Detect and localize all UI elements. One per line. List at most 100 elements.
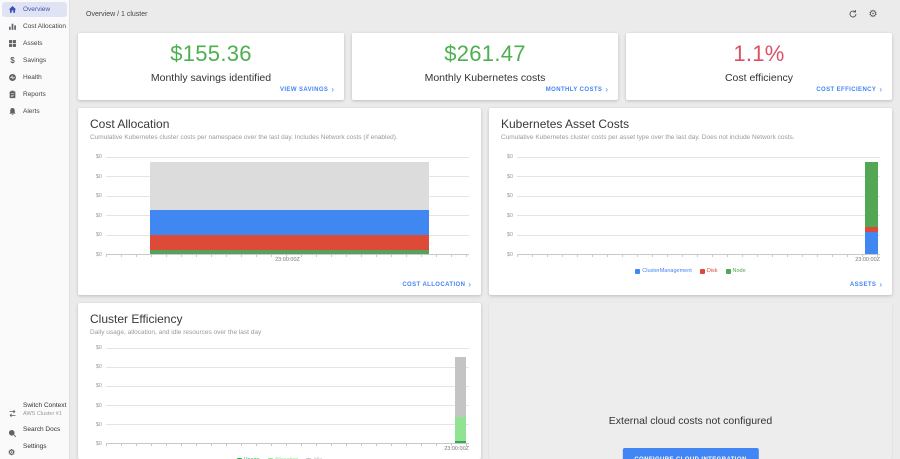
sidebar-item-cost-allocation[interactable]: Cost Allocation xyxy=(2,19,67,34)
external-cloud-panel: External cloud costs not configured CONF… xyxy=(489,303,892,459)
bar-segment-namespace-red xyxy=(149,234,430,251)
legend-swatch xyxy=(725,268,731,274)
sidebar-item-label: Overview xyxy=(23,6,51,13)
savings-label: Monthly savings identified xyxy=(150,72,272,84)
bar-segment-Disk xyxy=(865,226,878,232)
bar-segment-Idle xyxy=(455,357,466,417)
legend-item-Allocation: Allocation xyxy=(267,457,298,459)
cost-allocation-panel: Cost Allocation Cumulative Kubernetes cl… xyxy=(78,108,481,295)
panel-title: Cluster Efficiency xyxy=(90,312,183,326)
monthly-costs-link[interactable]: MONTHLY COSTS › xyxy=(545,85,608,94)
savings-value: $155.36 xyxy=(170,41,252,66)
metric-row: $155.36 Monthly savings identified VIEW … xyxy=(78,33,892,100)
plot-area: 23:00:00Z xyxy=(106,348,469,452)
asset-costs-panel: Kubernetes Asset Costs Cumulative Kubern… xyxy=(489,108,892,295)
sidebar-item-health[interactable]: Health xyxy=(2,70,67,85)
bar-segment-Usage xyxy=(455,440,466,443)
sidebar-item-label: Reports xyxy=(23,91,46,98)
breadcrumb: Overview / 1 cluster xyxy=(86,10,148,18)
switch-context-label: Switch Context xyxy=(23,402,67,409)
bar-chart-icon xyxy=(8,22,17,31)
bar-segment-ClusterManagement xyxy=(865,231,878,254)
bar-segment-namespace-gray xyxy=(149,161,430,211)
sidebar-item-label: Cost Allocation xyxy=(23,23,66,30)
view-savings-link[interactable]: VIEW SAVINGS › xyxy=(279,85,334,94)
assets-link[interactable]: ASSETS › xyxy=(849,280,882,289)
cost-efficiency-link[interactable]: COST EFFICIENCY › xyxy=(816,85,882,94)
refresh-icon[interactable] xyxy=(848,9,858,19)
sidebar-item-savings[interactable]: $ Savings xyxy=(2,53,67,68)
search-docs-label: Search Docs xyxy=(23,426,61,433)
gridline xyxy=(517,157,880,158)
panel-title: Kubernetes Asset Costs xyxy=(501,117,630,131)
sidebar-item-label: Alerts xyxy=(23,108,40,115)
y-tick-label: $0 xyxy=(95,232,102,239)
gridline xyxy=(517,176,880,178)
gear-icon[interactable]: ⚙ xyxy=(868,8,878,20)
legend-label: ClusterManagement xyxy=(642,268,692,274)
bar-segment-Allocation xyxy=(455,416,466,441)
y-tick-label: $0 xyxy=(95,345,102,351)
legend-item-Disk: Disk xyxy=(699,268,718,274)
sidebar: Overview Cost Allocation Assets $ Savings Hea… xyxy=(0,0,70,459)
main-content: $155.36 Monthly savings identified VIEW … xyxy=(70,28,900,459)
chevron-right-icon: › xyxy=(879,280,882,289)
gridline xyxy=(517,215,880,217)
gridline xyxy=(106,405,469,406)
dollar-icon: $ xyxy=(10,56,15,65)
cost-efficiency-card: 1.1% Cost efficiency COST EFFICIENCY › xyxy=(626,33,892,100)
sidebar-item-overview[interactable]: Overview xyxy=(2,2,67,17)
cluster-efficiency-panel: Cluster Efficiency Daily usage, allocati… xyxy=(78,303,481,459)
sidebar-item-reports[interactable]: Reports xyxy=(2,87,67,102)
y-tick-label: $0 xyxy=(95,173,102,180)
y-tick-label: $0 xyxy=(506,252,513,258)
panel-subtitle: Cumulative Kubernetes cluster costs per … xyxy=(501,134,795,141)
legend-swatch xyxy=(236,457,242,459)
panel-subtitle: Daily usage, allocation, and idle resour… xyxy=(90,329,262,336)
gridline xyxy=(106,367,469,368)
sidebar-item-label: Assets xyxy=(23,40,43,47)
legend-label: Usage xyxy=(244,457,260,459)
search-icon xyxy=(8,425,17,438)
sidebar-switch-context[interactable]: Switch Context AWS Cluster #1 xyxy=(0,398,69,421)
y-tick-label: $0 xyxy=(95,383,102,390)
health-icon xyxy=(8,73,17,82)
bar-segment-namespace-blue xyxy=(149,210,430,235)
monthly-costs-value: $261.47 xyxy=(444,41,526,66)
plot-area: 23:00:00Z xyxy=(517,157,880,263)
gridline xyxy=(106,424,469,425)
chevron-right-icon: › xyxy=(331,85,334,94)
plot-area: 23:00:00Z xyxy=(106,157,469,263)
legend-item-ClusterManagement: ClusterManagement xyxy=(635,268,692,274)
sidebar-footer: Switch Context AWS Cluster #1 Search Doc… xyxy=(0,398,69,457)
cluster-efficiency-legend: Usage Allocation Idle xyxy=(90,457,469,459)
gridline xyxy=(106,386,469,387)
configure-cloud-integration-button[interactable]: CONFIGURE CLOUD INTEGRATION xyxy=(622,448,759,459)
asset-costs-legend: ClusterManagement Disk Node xyxy=(501,268,880,274)
panel-subtitle: Cumulative Kubernetes cluster costs per … xyxy=(90,134,398,141)
sidebar-settings[interactable]: ⚙ Settings xyxy=(0,438,69,457)
sidebar-item-alerts[interactable]: Alerts xyxy=(2,104,67,119)
switch-context-value: AWS Cluster #1 xyxy=(23,411,62,417)
gridline xyxy=(517,234,880,236)
cost-allocation-chart: $0 $0 $0 $0 $0 $0 23:00:00Z xyxy=(90,154,469,263)
sidebar-item-assets[interactable]: Assets xyxy=(2,36,67,51)
legend-label: Idle xyxy=(313,457,322,459)
y-tick-label: $0 xyxy=(506,154,513,160)
bar-segment-namespace-green xyxy=(149,250,430,254)
y-axis: $0 $0 $0 $0 $0 $0 xyxy=(90,154,106,258)
y-axis: $0 $0 $0 $0 $0 $0 xyxy=(90,345,106,447)
gridline xyxy=(106,157,469,158)
y-tick-label: $0 xyxy=(95,252,102,258)
legend-item-Usage: Usage xyxy=(236,457,260,459)
gridline xyxy=(517,195,880,197)
y-tick-label: $0 xyxy=(95,441,102,447)
sidebar-search-docs[interactable]: Search Docs xyxy=(0,421,69,438)
bell-icon xyxy=(8,107,17,116)
y-tick-label: $0 xyxy=(95,421,102,428)
sidebar-item-label: Savings xyxy=(23,57,47,64)
gridline xyxy=(106,348,469,349)
cost-allocation-link[interactable]: COST ALLOCATION › xyxy=(402,280,471,289)
stacked-bar xyxy=(455,357,466,443)
cost-efficiency-label: Cost efficiency xyxy=(724,72,794,84)
